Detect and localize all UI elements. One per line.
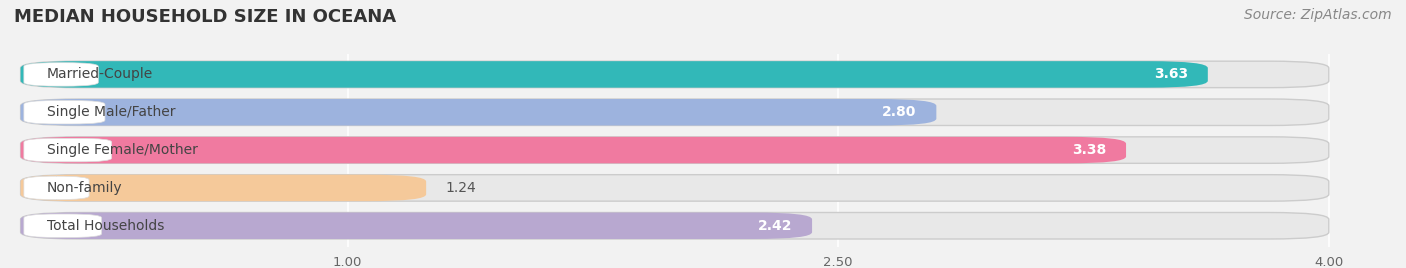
Text: 2.80: 2.80 (883, 105, 917, 119)
FancyBboxPatch shape (21, 61, 1208, 88)
Text: MEDIAN HOUSEHOLD SIZE IN OCEANA: MEDIAN HOUSEHOLD SIZE IN OCEANA (14, 8, 396, 26)
Text: Non-family: Non-family (46, 181, 122, 195)
Text: Married-Couple: Married-Couple (46, 68, 153, 81)
FancyBboxPatch shape (24, 214, 101, 237)
FancyBboxPatch shape (21, 213, 1329, 239)
FancyBboxPatch shape (24, 176, 89, 200)
Text: Single Male/Father: Single Male/Father (46, 105, 176, 119)
FancyBboxPatch shape (21, 99, 1329, 125)
FancyBboxPatch shape (21, 137, 1329, 163)
FancyBboxPatch shape (21, 175, 1329, 201)
FancyBboxPatch shape (21, 61, 1329, 88)
Text: 3.63: 3.63 (1154, 68, 1188, 81)
Text: 2.42: 2.42 (758, 219, 793, 233)
FancyBboxPatch shape (21, 99, 936, 125)
Text: Total Households: Total Households (46, 219, 165, 233)
Text: Single Female/Mother: Single Female/Mother (46, 143, 198, 157)
FancyBboxPatch shape (21, 137, 1126, 163)
FancyBboxPatch shape (21, 175, 426, 201)
FancyBboxPatch shape (24, 100, 105, 124)
Text: 3.38: 3.38 (1073, 143, 1107, 157)
FancyBboxPatch shape (24, 63, 98, 86)
FancyBboxPatch shape (21, 213, 813, 239)
FancyBboxPatch shape (24, 138, 111, 162)
Text: Source: ZipAtlas.com: Source: ZipAtlas.com (1244, 8, 1392, 22)
Text: 1.24: 1.24 (446, 181, 477, 195)
